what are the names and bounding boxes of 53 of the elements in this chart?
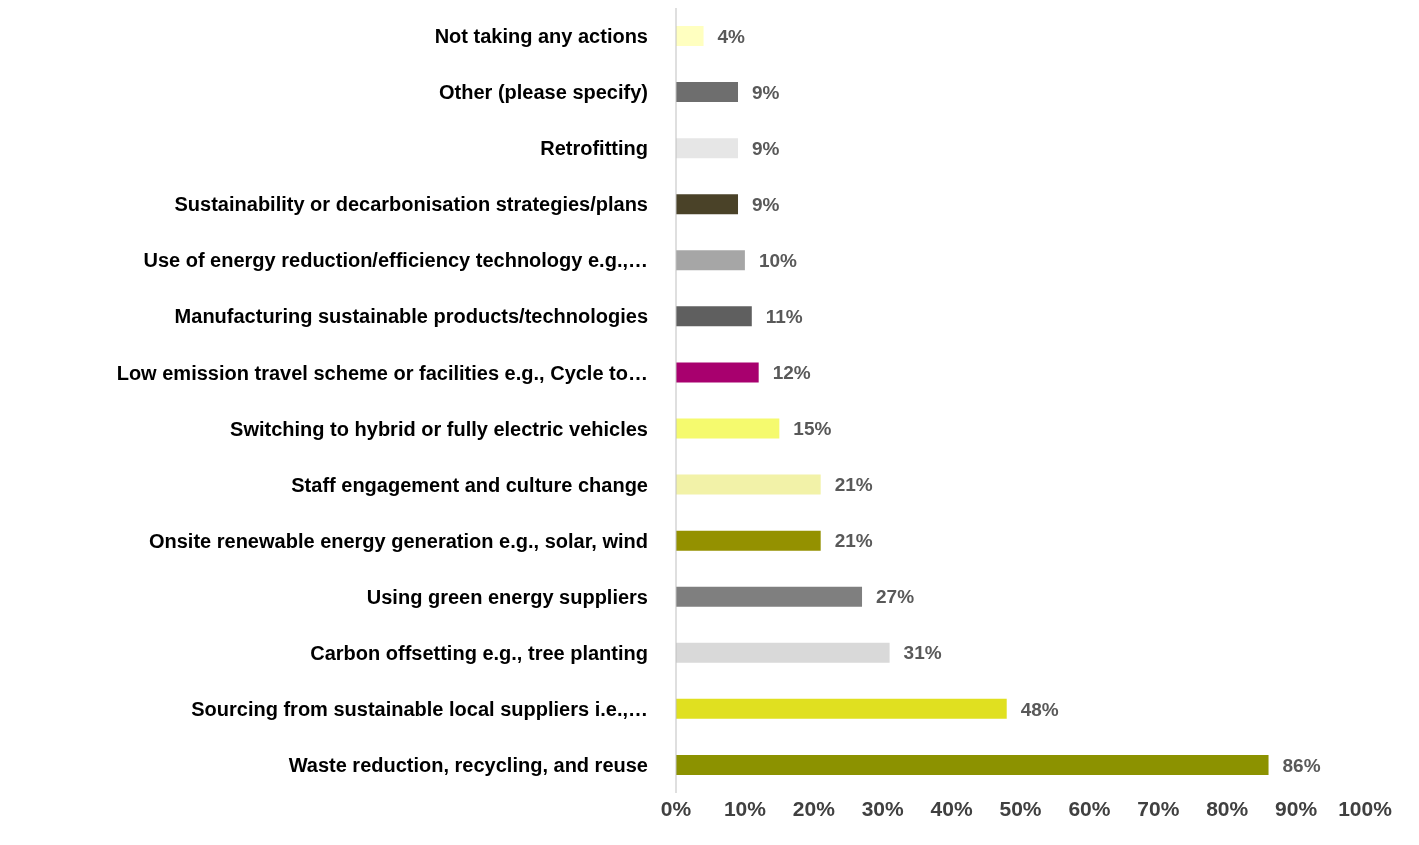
x-tick-label: 0% [660, 796, 692, 820]
x-tick-label: 70% [1137, 796, 1180, 820]
bar [676, 474, 821, 495]
x-tick-label: 100% [1338, 796, 1393, 820]
y-tick-label: Waste reduction, recycling, and reuse [288, 754, 648, 777]
x-tick-label: 30% [861, 796, 905, 820]
data-label: 10% [758, 249, 798, 271]
bar [676, 642, 890, 663]
x-tick-label: 20% [792, 796, 836, 820]
y-tick-label: Not taking any actions [434, 25, 648, 48]
data-label: 15% [793, 418, 832, 440]
bar [676, 586, 863, 607]
x-tick-label: 50% [999, 796, 1042, 820]
bar [676, 362, 759, 383]
y-tick-label: Use of energy reduction/efficiency technology e.g.,… [143, 249, 648, 272]
bar [676, 754, 1269, 775]
y-tick-label: Using green energy suppliers [366, 585, 648, 608]
data-label: 12% [772, 362, 811, 384]
bar [676, 82, 739, 103]
y-tick-label: Switching to hybrid or fully electric vehicles [230, 417, 648, 440]
data-label: 9% [752, 81, 780, 103]
bar [676, 698, 1007, 719]
data-label: 31% [903, 642, 942, 664]
y-tick-label: Low emission travel scheme or facilities e.g., Cycle to… [116, 361, 648, 384]
x-tick-label: 90% [1275, 796, 1318, 820]
bar [676, 26, 704, 46]
data-label: 48% [1020, 698, 1059, 720]
data-label: 4% [717, 25, 746, 47]
x-tick-label: 40% [930, 796, 973, 820]
x-tick-label: 10% [723, 796, 767, 820]
y-tick-label: Retrofitting [540, 137, 648, 160]
bar [676, 306, 752, 327]
bar [676, 418, 780, 439]
y-tick-label: Other (please specify) [439, 81, 648, 104]
y-tick-label: Carbon offsetting e.g., tree planting [310, 641, 648, 664]
data-label: 21% [834, 530, 873, 552]
x-tick-label: 80% [1206, 796, 1249, 820]
y-tick-label: Manufacturing sustainable products/technologies [174, 305, 648, 328]
y-tick-label: Staff engagement and culture change [291, 473, 648, 496]
x-tick-label: 60% [1068, 796, 1111, 820]
data-label: 86% [1282, 754, 1321, 776]
y-tick-label: Onsite renewable energy generation e.g., solar, wind [148, 529, 648, 552]
y-tick-label: Sustainability or decarbonisation strategies/plans [174, 193, 648, 216]
data-label: 27% [876, 586, 915, 608]
data-label: 9% [752, 137, 780, 159]
bar [676, 194, 739, 215]
data-label: 21% [834, 474, 873, 496]
bar [676, 530, 821, 551]
data-label: 9% [752, 193, 780, 215]
y-tick-label: Sourcing from sustainable local suppliers i.e.,… [191, 697, 648, 720]
bar [676, 250, 745, 271]
data-label: 11% [765, 306, 803, 328]
bar [676, 138, 739, 159]
